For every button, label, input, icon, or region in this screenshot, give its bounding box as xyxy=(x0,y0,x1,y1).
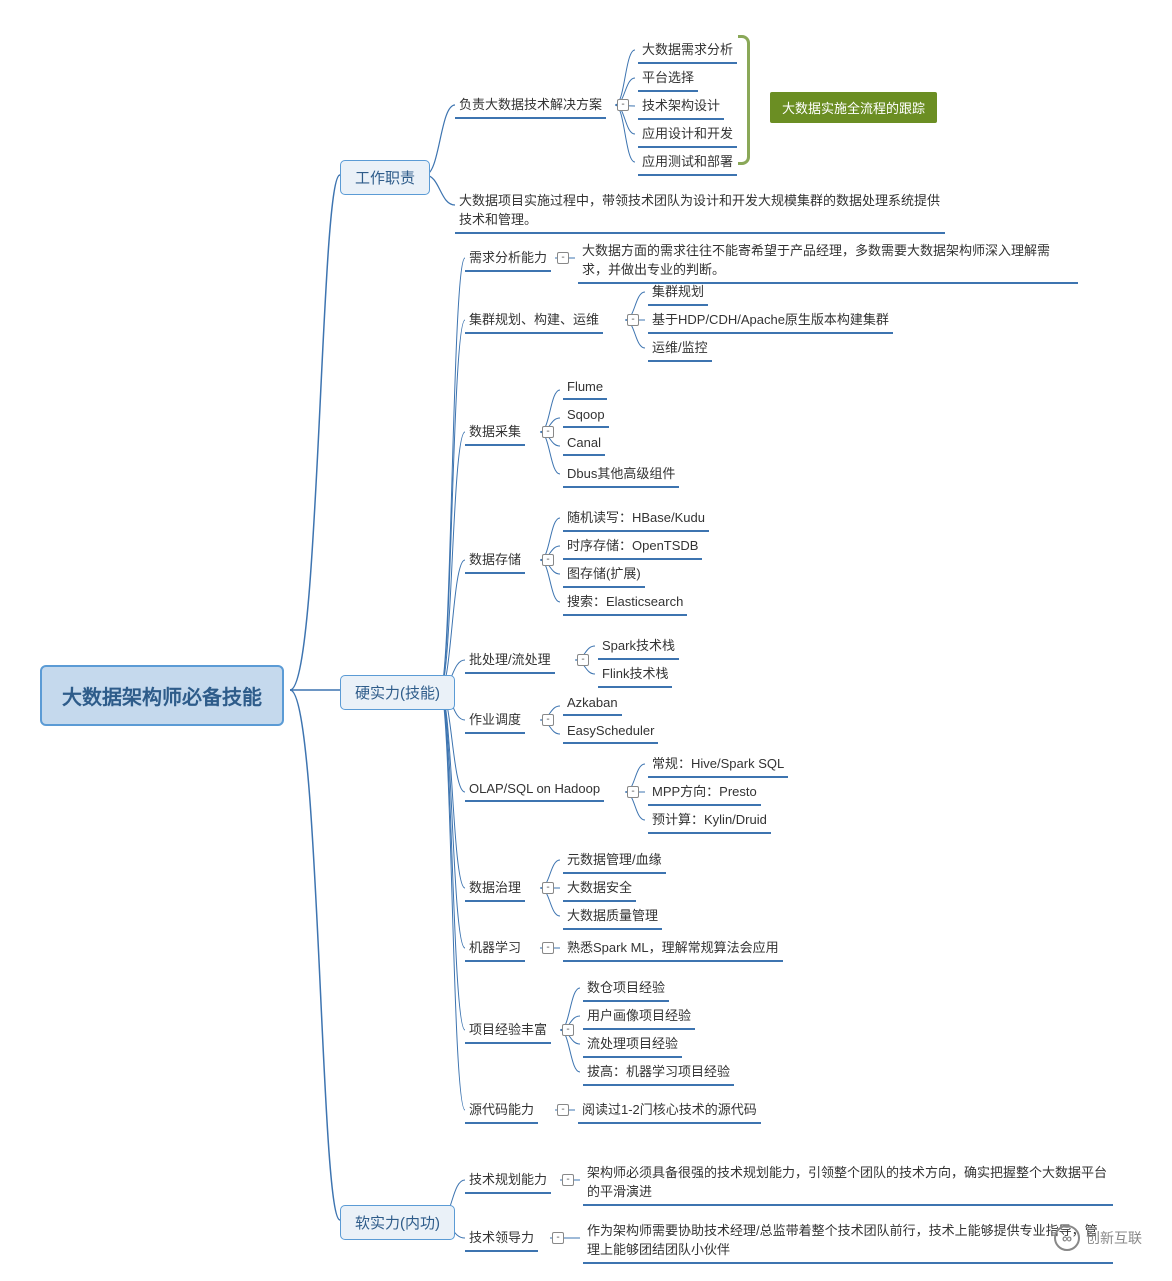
s4-c1[interactable]: 随机读写：HBase/Kudu xyxy=(563,505,709,532)
s9-label[interactable]: 机器学习 xyxy=(465,935,525,962)
s8-c2[interactable]: 大数据安全 xyxy=(563,875,636,902)
s10-c2[interactable]: 用户画像项目经验 xyxy=(583,1003,695,1030)
s2-c1[interactable]: 集群规划 xyxy=(648,279,708,306)
toggle-icon[interactable]: - xyxy=(542,714,554,726)
b3-s2-desc: 作为架构师需要协助技术经理/总监带着整个技术团队前行，技术上能够提供专业指导，管… xyxy=(583,1218,1113,1264)
s3-c2[interactable]: Sqoop xyxy=(563,405,609,428)
s3-c4[interactable]: Dbus其他高级组件 xyxy=(563,461,679,488)
toggle-icon[interactable]: - xyxy=(552,1232,564,1244)
toggle-icon[interactable]: - xyxy=(617,99,629,111)
s11-c1[interactable]: 阅读过1-2门核心技术的源代码 xyxy=(578,1097,761,1124)
s7-c3[interactable]: 预计算：Kylin/Druid xyxy=(648,807,771,834)
s3-c1[interactable]: Flume xyxy=(563,377,607,400)
s1-label[interactable]: 需求分析能力 xyxy=(465,245,551,272)
toggle-icon[interactable]: - xyxy=(562,1024,574,1036)
s6-c1[interactable]: Azkaban xyxy=(563,693,622,716)
s7-c1[interactable]: 常规：Hive/Spark SQL xyxy=(648,751,788,778)
s4-c3[interactable]: 图存储(扩展) xyxy=(563,561,645,588)
b1-test-deploy[interactable]: 应用测试和部署 xyxy=(638,149,737,176)
s2-label[interactable]: 集群规划、构建、运维 xyxy=(465,307,603,334)
s2-c3[interactable]: 运维/监控 xyxy=(648,335,712,362)
b1-project-mgmt[interactable]: 大数据项目实施过程中，带领技术团队为设计和开发大规模集群的数据处理系统提供技术和… xyxy=(455,188,945,234)
s6-c2[interactable]: EasyScheduler xyxy=(563,721,658,744)
watermark-text: 创新互联 xyxy=(1086,1228,1142,1248)
watermark: ∞ 创新互联 xyxy=(1054,1225,1142,1251)
b1-arch-design[interactable]: 技术架构设计 xyxy=(638,93,724,120)
toggle-icon[interactable]: - xyxy=(542,882,554,894)
toggle-icon[interactable]: - xyxy=(627,786,639,798)
s1-desc: 大数据方面的需求往往不能寄希望于产品经理，多数需要大数据架构师深入理解需求，并做… xyxy=(578,238,1078,284)
s3-label[interactable]: 数据采集 xyxy=(465,419,525,446)
s5-c2[interactable]: Flink技术栈 xyxy=(598,661,672,688)
mindmap-canvas: 大数据架构师必备技能 工作职责 负责大数据技术解决方案 - 大数据需求分析 平台… xyxy=(20,20,1152,1261)
s7-c2[interactable]: MPP方向：Presto xyxy=(648,779,761,806)
s4-c2[interactable]: 时序存储：OpenTSDB xyxy=(563,533,702,560)
bracket-icon xyxy=(738,35,750,165)
s2-c2[interactable]: 基于HDP/CDH/Apache原生版本构建集群 xyxy=(648,307,893,334)
toggle-icon[interactable]: - xyxy=(542,554,554,566)
toggle-icon[interactable]: - xyxy=(542,426,554,438)
s8-c1[interactable]: 元数据管理/血缘 xyxy=(563,847,666,874)
logo-icon: ∞ xyxy=(1054,1225,1080,1251)
s9-c1[interactable]: 熟悉Spark ML，理解常规算法会应用 xyxy=(563,935,783,962)
branch-hard-skills[interactable]: 硬实力(技能) xyxy=(340,675,455,710)
s10-c3[interactable]: 流处理项目经验 xyxy=(583,1031,682,1058)
branch-responsibilities[interactable]: 工作职责 xyxy=(340,160,430,195)
s7-label[interactable]: OLAP/SQL on Hadoop xyxy=(465,779,604,802)
b1-platform[interactable]: 平台选择 xyxy=(638,65,698,92)
toggle-icon[interactable]: - xyxy=(542,942,554,954)
b1-req-analysis[interactable]: 大数据需求分析 xyxy=(638,37,737,64)
s10-label[interactable]: 项目经验丰富 xyxy=(465,1017,551,1044)
b3-s2-label[interactable]: 技术领导力 xyxy=(465,1225,538,1252)
s4-c4[interactable]: 搜索：Elasticsearch xyxy=(563,589,687,616)
toggle-icon[interactable]: - xyxy=(557,252,569,264)
s6-label[interactable]: 作业调度 xyxy=(465,707,525,734)
s5-c1[interactable]: Spark技术栈 xyxy=(598,633,679,660)
b1-app-dev[interactable]: 应用设计和开发 xyxy=(638,121,737,148)
s11-label[interactable]: 源代码能力 xyxy=(465,1097,538,1124)
s10-c4[interactable]: 拔高：机器学习项目经验 xyxy=(583,1059,734,1086)
b1-solution[interactable]: 负责大数据技术解决方案 xyxy=(455,92,606,119)
s8-label[interactable]: 数据治理 xyxy=(465,875,525,902)
toggle-icon[interactable]: - xyxy=(562,1174,574,1186)
branch-soft-skills[interactable]: 软实力(内功) xyxy=(340,1205,455,1240)
b3-s1-desc: 架构师必须具备很强的技术规划能力，引领整个团队的技术方向，确实把握整个大数据平台… xyxy=(583,1160,1113,1206)
s5-label[interactable]: 批处理/流处理 xyxy=(465,647,555,674)
callout-tracking: 大数据实施全流程的跟踪 xyxy=(770,92,937,123)
toggle-icon[interactable]: - xyxy=(627,314,639,326)
root-node[interactable]: 大数据架构师必备技能 xyxy=(40,665,284,726)
s3-c3[interactable]: Canal xyxy=(563,433,605,456)
toggle-icon[interactable]: - xyxy=(557,1104,569,1116)
s8-c3[interactable]: 大数据质量管理 xyxy=(563,903,662,930)
toggle-icon[interactable]: - xyxy=(577,654,589,666)
b3-s1-label[interactable]: 技术规划能力 xyxy=(465,1167,551,1194)
s4-label[interactable]: 数据存储 xyxy=(465,547,525,574)
s10-c1[interactable]: 数仓项目经验 xyxy=(583,975,669,1002)
